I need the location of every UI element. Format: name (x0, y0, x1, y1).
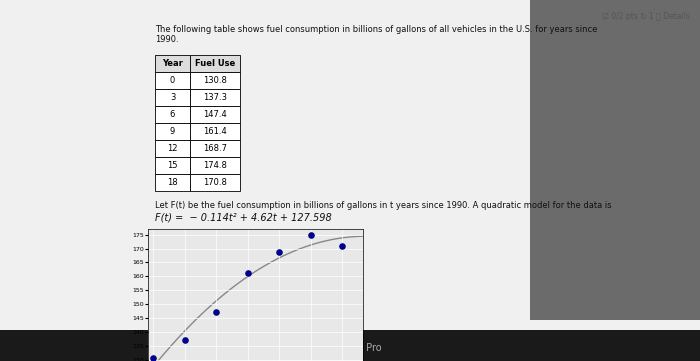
Bar (190, 89, 240, 106)
Text: 0: 0 (170, 76, 175, 85)
Point (148, 355, 159, 361)
Bar (530, 0, 700, 320)
Bar (190, 55, 240, 72)
Point (242, 270, 253, 275)
Text: 6: 6 (170, 110, 175, 119)
Point (274, 249, 285, 255)
Bar (190, 72, 240, 89)
Bar (190, 157, 240, 174)
Bar (155, 123, 190, 140)
Text: 18: 18 (167, 178, 178, 187)
Text: Year: Year (162, 59, 183, 68)
Text: 3: 3 (170, 93, 175, 102)
Text: 12: 12 (167, 144, 178, 153)
Text: 174.8: 174.8 (203, 161, 227, 170)
Text: 170.8: 170.8 (203, 178, 227, 187)
Text: 161.4: 161.4 (203, 127, 227, 136)
Bar (190, 123, 240, 140)
Bar (0, 330, 700, 361)
Text: 147.4: 147.4 (203, 110, 227, 119)
Bar (155, 174, 190, 191)
Text: 137.3: 137.3 (203, 93, 227, 102)
Text: 168.7: 168.7 (203, 144, 227, 153)
Text: F(t) =  − 0.114t² + 4.62t + 127.598: F(t) = − 0.114t² + 4.62t + 127.598 (155, 213, 332, 223)
Bar (155, 140, 190, 157)
Text: The following table shows fuel consumption in billions of gallons of all vehicle: The following table shows fuel consumpti… (155, 25, 597, 44)
Text: Fuel Use: Fuel Use (195, 59, 235, 68)
Text: 9: 9 (170, 127, 175, 136)
Bar (155, 72, 190, 89)
Text: MacBook Pro: MacBook Pro (318, 343, 382, 353)
Bar (155, 89, 190, 106)
Point (179, 337, 190, 343)
Text: 15: 15 (167, 161, 178, 170)
Text: ☑ 0/2 pts ↻ 1 ⓘ Details: ☑ 0/2 pts ↻ 1 ⓘ Details (602, 12, 690, 21)
Bar (155, 55, 190, 72)
Point (337, 243, 348, 249)
Text: 130.8: 130.8 (203, 76, 227, 85)
Bar (190, 174, 240, 191)
Point (211, 309, 222, 314)
Bar (190, 106, 240, 123)
Text: Let F(t) be the fuel consumption in billions of gallons in t years since 1990. A: Let F(t) be the fuel consumption in bill… (155, 201, 612, 210)
Bar (155, 157, 190, 174)
Bar (155, 106, 190, 123)
Bar (190, 140, 240, 157)
Point (305, 232, 316, 238)
